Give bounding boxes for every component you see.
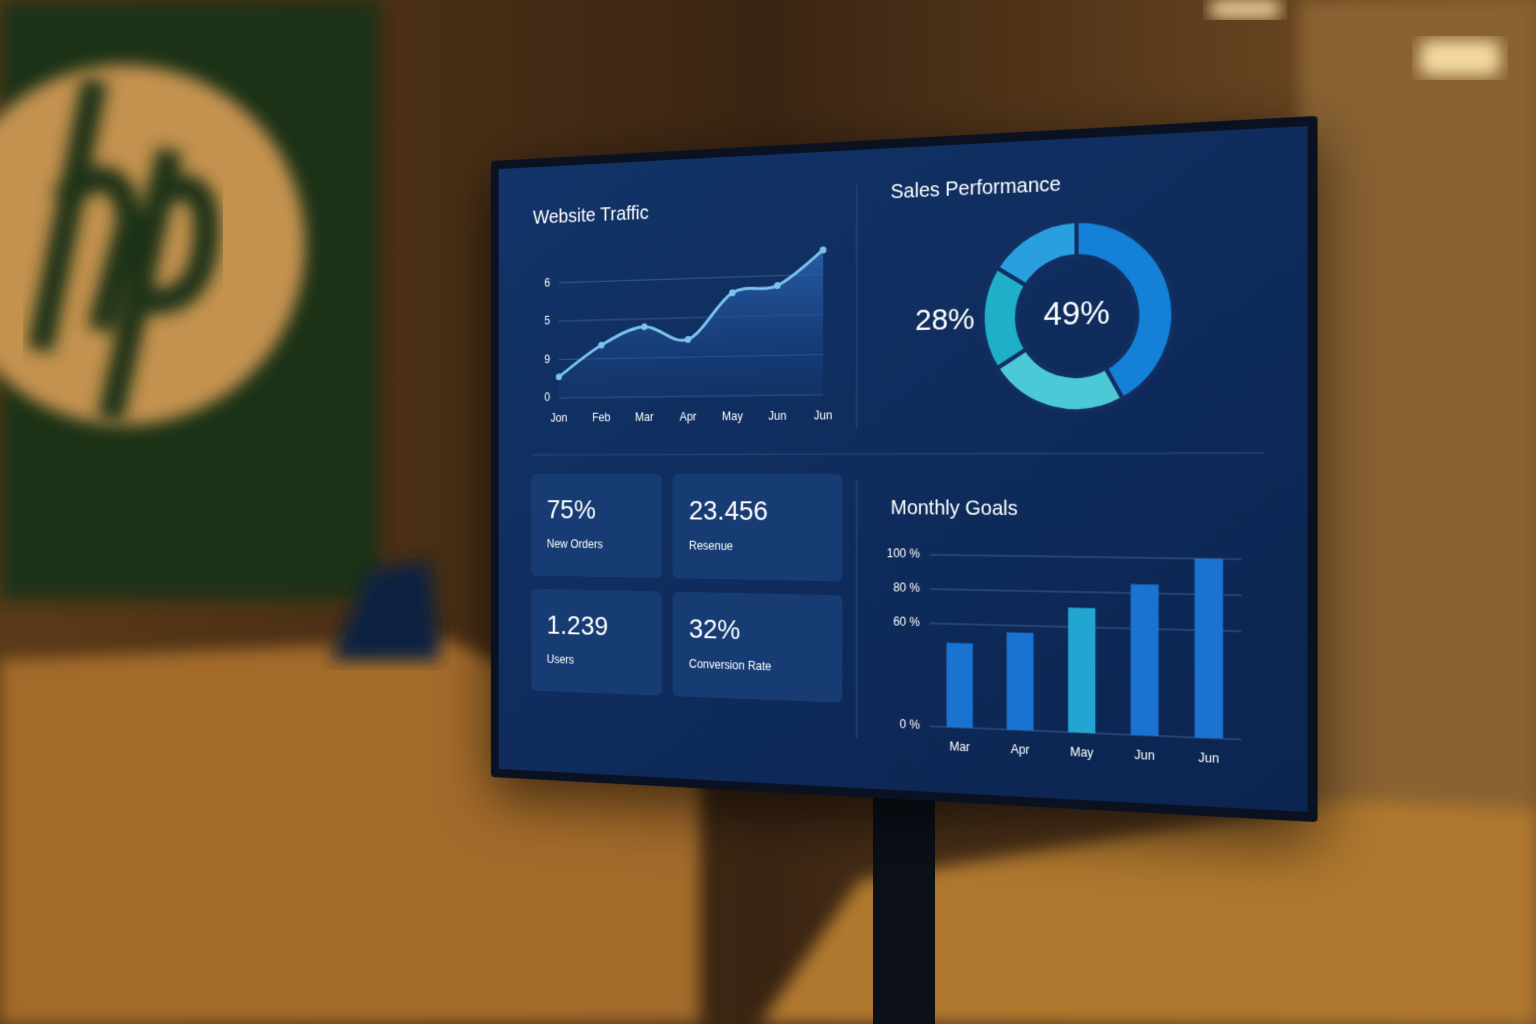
kpi-value: 32% [689,614,740,646]
kpi-tile [531,588,662,696]
light [1420,40,1500,76]
kpi-label: Conversion Rate [689,659,771,674]
desk-right [760,800,1536,1024]
x-tick-label: Jun [1134,749,1154,763]
x-tick-label: May [1070,746,1094,760]
y-tick-label: 0 [544,392,550,404]
donut-segment [983,267,1027,369]
kpi-label: Resenue [689,540,733,553]
bar [1068,607,1096,734]
x-tick-label: May [722,411,743,423]
x-tick-label: Jun [814,410,832,423]
bar [1194,558,1224,739]
y-tick-label: 0 % [900,719,920,733]
wall [1300,0,1536,820]
kpi-tile [672,473,843,582]
donut-segment [997,347,1123,412]
bar [1130,584,1159,736]
kpi-value: 75% [547,495,596,525]
y-tick-label: 60 % [893,616,920,629]
x-tick-label: Feb [592,412,610,424]
x-tick-label: Jun [768,411,786,424]
kpi-tile [531,473,662,578]
tablet [330,560,440,660]
screen-bg [498,126,1308,812]
logo-mark [27,77,220,423]
light [1210,0,1280,18]
y-tick-label: 6 [544,277,550,289]
y-tick-label: 80 % [893,582,920,595]
x-tick-label: Mar [635,412,654,424]
kpi-tiles: 75% New Orders 23.456 Resenue 1.239 User… [531,473,843,703]
kpi-value: 1.239 [547,610,608,642]
kpi-tile [672,591,843,703]
bar [946,642,973,729]
donut-side-label: 28% [915,302,975,337]
x-tick-label: Apr [680,411,697,423]
chart-title: Website Traffic [533,203,649,229]
dashboard: 75% New Orders 23.456 Resenue 1.239 User… [498,126,1308,812]
x-tick-label: Jun [1198,752,1219,766]
y-tick-label: 5 [544,315,550,327]
kpi-label: New Orders [547,539,603,552]
kpi-value: 23.456 [689,495,768,526]
kpi-label: Users [547,654,575,667]
monitor: 75% New Orders 23.456 Resenue 1.239 User… [490,115,1318,823]
x-tick-label: Apr [1011,744,1030,758]
monitor-stand [873,780,935,1024]
donut-center-label: 49% [1044,295,1110,334]
y-tick-label: 100 % [887,548,920,561]
x-tick-label: Jon [550,413,567,425]
x-tick-label: Mar [949,741,970,755]
line-area [558,249,824,398]
chart-title: Monthly Goals [891,498,1018,521]
y-tick-label: 9 [544,354,550,366]
bar [1006,632,1034,731]
